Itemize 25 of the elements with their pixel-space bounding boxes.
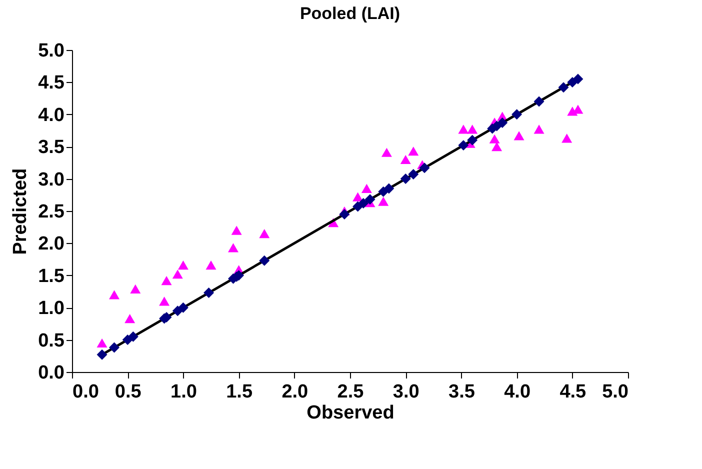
y-tick-label: 0.0 [38, 362, 64, 384]
y-tick-label: 4.0 [38, 104, 64, 126]
y-tick-label: 1.0 [38, 298, 64, 320]
chart-title: Pooled (LAI) [300, 4, 400, 23]
y-tick-label: 0.5 [38, 330, 65, 352]
x-tick-label: 4.0 [504, 382, 531, 402]
x-tick-label: 2.0 [282, 382, 308, 402]
x-tick-label: 5.0 [602, 382, 628, 402]
x-tick-label: 4.5 [560, 382, 587, 402]
y-tick-label: 3.0 [38, 169, 64, 190]
x-tick-label: 0.0 [72, 382, 99, 402]
x-tick-label: 0.5 [114, 382, 142, 402]
y-axis-title: Predicted [10, 168, 32, 255]
y-tick-label: 3.5 [38, 137, 65, 158]
y-tick-label: 5.0 [38, 40, 64, 62]
x-tick-label: 3.0 [392, 382, 420, 402]
y-tick-label: 1.5 [38, 266, 65, 287]
y-tick-label: 2.5 [38, 202, 65, 222]
x-tick-label: 3.5 [448, 382, 476, 402]
y-tick-label: 2.0 [38, 234, 64, 255]
y-tick-label: 4.5 [38, 72, 65, 94]
x-tick-label: 1.5 [226, 382, 253, 402]
x-tick-label: 2.5 [337, 382, 364, 402]
x-axis-title: Observed [306, 402, 394, 424]
x-tick-label: 1.0 [170, 382, 197, 402]
